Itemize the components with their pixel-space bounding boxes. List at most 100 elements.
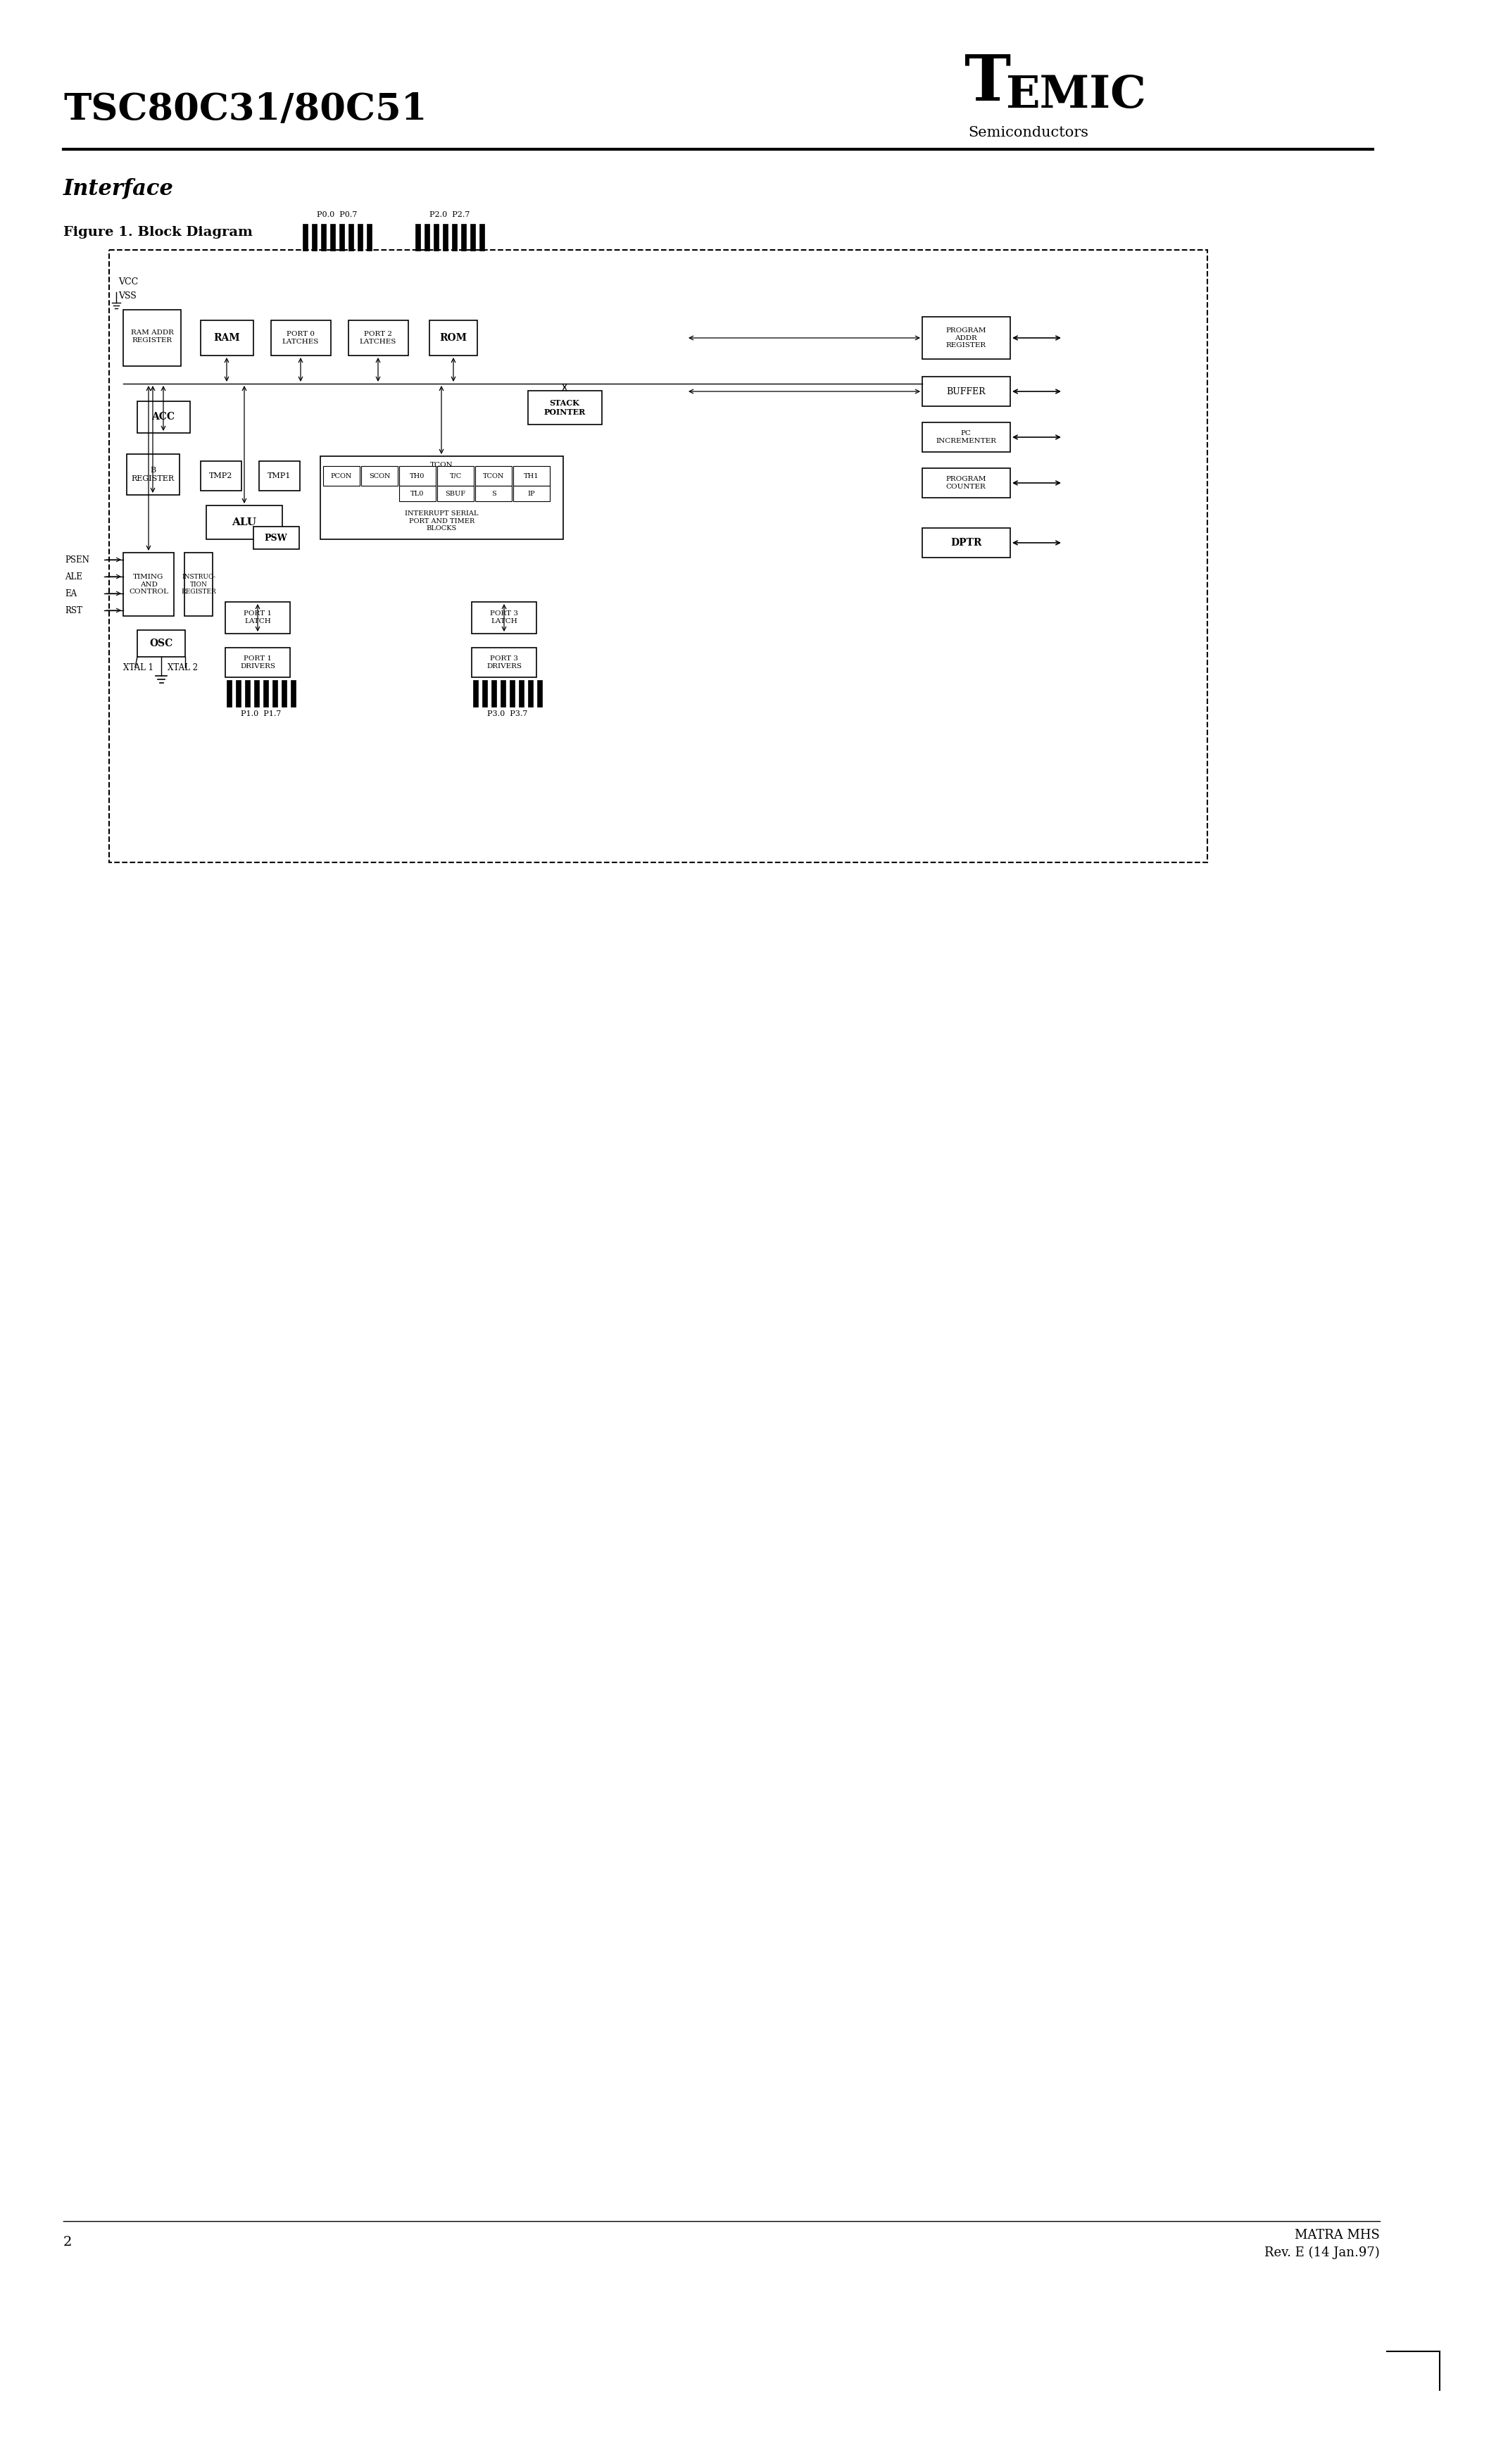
Bar: [528, 680, 533, 707]
Text: XTAL 2: XTAL 2: [168, 663, 197, 673]
Text: INSTRUC-
TION
REGISTER: INSTRUC- TION REGISTER: [181, 574, 215, 594]
Text: SCON: SCON: [368, 473, 390, 478]
Text: TMP2: TMP2: [209, 473, 233, 480]
Bar: [184, 552, 212, 616]
Bar: [452, 224, 456, 251]
Bar: [311, 224, 317, 251]
Text: TH1: TH1: [524, 473, 539, 478]
Text: PORT 1
LATCH: PORT 1 LATCH: [244, 611, 272, 623]
Bar: [245, 680, 250, 707]
Text: Semiconductors: Semiconductors: [968, 126, 1089, 138]
Text: PORT 3
DRIVERS: PORT 3 DRIVERS: [486, 655, 522, 670]
Bar: [290, 680, 296, 707]
Bar: [200, 461, 241, 490]
Bar: [302, 224, 308, 251]
Bar: [123, 310, 181, 367]
Text: Interface: Interface: [63, 177, 174, 200]
Bar: [259, 461, 299, 490]
Bar: [123, 552, 174, 616]
Text: TSC80C31/80C51: TSC80C31/80C51: [63, 91, 426, 128]
Bar: [200, 320, 253, 355]
Text: B
REGISTER: B REGISTER: [132, 466, 175, 483]
Bar: [501, 680, 506, 707]
Bar: [922, 377, 1010, 407]
Bar: [471, 601, 537, 633]
Bar: [206, 505, 283, 540]
Text: VSS: VSS: [118, 291, 136, 301]
Text: STACK
POINTER: STACK POINTER: [543, 399, 585, 416]
Bar: [470, 224, 476, 251]
Bar: [513, 485, 551, 500]
Bar: [272, 680, 277, 707]
Text: ALU: ALU: [232, 517, 257, 527]
Text: RAM: RAM: [214, 333, 239, 342]
Bar: [349, 224, 353, 251]
Bar: [226, 648, 290, 678]
Bar: [479, 224, 485, 251]
Text: PROGRAM
COUNTER: PROGRAM COUNTER: [945, 476, 986, 490]
Bar: [263, 680, 268, 707]
Text: PROGRAM
ADDR
REGISTER: PROGRAM ADDR REGISTER: [945, 328, 986, 347]
Text: PORT 2
LATCHES: PORT 2 LATCHES: [359, 330, 396, 345]
Bar: [226, 601, 290, 633]
Bar: [416, 224, 420, 251]
Text: PC
INCREMENTER: PC INCREMENTER: [935, 431, 996, 444]
Bar: [461, 224, 467, 251]
Bar: [437, 466, 474, 485]
Bar: [473, 680, 479, 707]
Bar: [253, 527, 299, 549]
Text: PSW: PSW: [265, 532, 287, 542]
Bar: [922, 318, 1010, 360]
Text: PORT 0
LATCHES: PORT 0 LATCHES: [283, 330, 319, 345]
Bar: [361, 466, 398, 485]
Bar: [323, 466, 359, 485]
Bar: [443, 224, 447, 251]
Text: DPTR: DPTR: [950, 537, 981, 547]
Text: T: T: [965, 52, 1011, 113]
Text: PORT 3
LATCH: PORT 3 LATCH: [491, 611, 518, 623]
Bar: [528, 392, 601, 424]
Text: IP: IP: [528, 490, 536, 498]
Text: TMP1: TMP1: [268, 473, 292, 480]
Bar: [922, 527, 1010, 557]
Text: EA: EA: [64, 589, 76, 599]
Bar: [227, 680, 232, 707]
Bar: [127, 453, 180, 495]
Bar: [491, 680, 497, 707]
Bar: [471, 648, 537, 678]
Text: P3.0  P3.7: P3.0 P3.7: [488, 710, 528, 717]
Bar: [109, 249, 1207, 862]
Bar: [437, 485, 474, 500]
Text: ROM: ROM: [440, 333, 467, 342]
Bar: [513, 466, 551, 485]
Bar: [482, 680, 488, 707]
Text: 2: 2: [63, 2235, 72, 2250]
Text: VCC: VCC: [118, 276, 138, 286]
Text: PORT 1
DRIVERS: PORT 1 DRIVERS: [239, 655, 275, 670]
Text: TCON: TCON: [431, 461, 453, 468]
Bar: [236, 680, 241, 707]
Bar: [320, 456, 562, 540]
Text: TL0: TL0: [411, 490, 425, 498]
Text: BUFFER: BUFFER: [947, 387, 986, 397]
Text: PSEN: PSEN: [64, 554, 90, 564]
Text: TIMING
AND
CONTROL: TIMING AND CONTROL: [129, 574, 168, 594]
Text: P0.0  P0.7: P0.0 P0.7: [317, 212, 358, 219]
Bar: [271, 320, 331, 355]
Text: T/C: T/C: [449, 473, 462, 478]
Text: XTAL 1: XTAL 1: [123, 663, 154, 673]
Bar: [922, 468, 1010, 498]
Bar: [510, 680, 515, 707]
Text: ALE: ALE: [64, 572, 82, 582]
Text: INTERRUPT SERIAL
PORT AND TIMER
BLOCKS: INTERRUPT SERIAL PORT AND TIMER BLOCKS: [405, 510, 479, 532]
Text: ACC: ACC: [151, 411, 175, 421]
Text: P1.0  P1.7: P1.0 P1.7: [241, 710, 281, 717]
Text: Figure 1. Block Diagram: Figure 1. Block Diagram: [63, 227, 253, 239]
Text: RAM ADDR
REGISTER: RAM ADDR REGISTER: [130, 330, 174, 342]
Text: SBUF: SBUF: [446, 490, 465, 498]
Bar: [254, 680, 259, 707]
Text: TCON: TCON: [483, 473, 504, 478]
Bar: [399, 485, 435, 500]
Bar: [425, 224, 429, 251]
Bar: [331, 224, 335, 251]
